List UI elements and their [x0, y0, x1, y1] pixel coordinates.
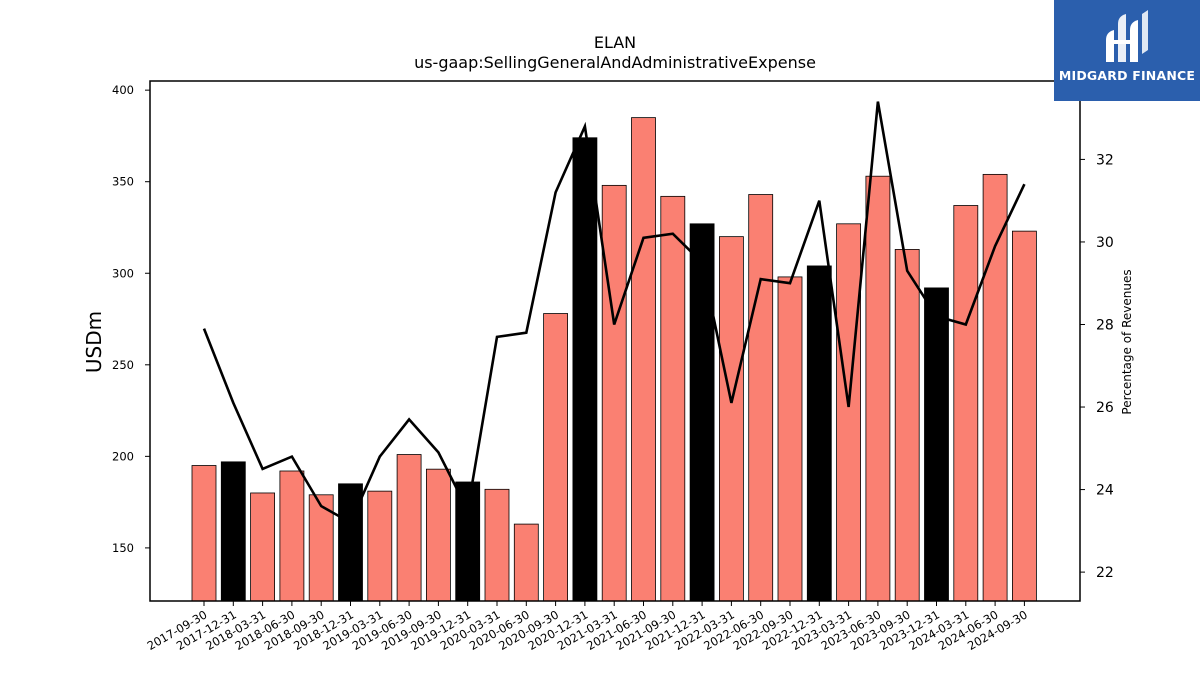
bar [279, 470, 305, 602]
bar [894, 249, 920, 602]
bar [836, 223, 861, 602]
bar [953, 205, 979, 602]
bar [250, 492, 276, 602]
y-tick-label: 200 [112, 449, 134, 463]
bar [660, 195, 686, 602]
bar [220, 461, 246, 602]
bar [455, 481, 481, 602]
y-tick-label: 300 [112, 266, 134, 280]
y-tick-label: 350 [112, 175, 134, 189]
y2-tick-label: 22 [1096, 565, 1114, 581]
bar [191, 465, 217, 602]
y-tick-label: 150 [112, 541, 134, 555]
bar [308, 494, 334, 602]
bar [806, 265, 832, 602]
bar [543, 313, 568, 602]
bar [367, 490, 393, 602]
chart-title: ELAN [594, 33, 636, 52]
y2-tick-label: 26 [1096, 400, 1114, 416]
y2-tick-label: 32 [1096, 152, 1114, 168]
y2-axis-label: Percentage of Revenues [1120, 269, 1134, 414]
bar [865, 175, 891, 602]
bar [601, 184, 627, 602]
x-axis-ticks: 2017-09-302017-12-312018-03-312018-06-30… [145, 601, 1030, 653]
y-axis-label: USDm [82, 311, 106, 373]
y-tick-label: 250 [112, 358, 134, 372]
y2-tick-label: 30 [1096, 235, 1114, 251]
bar [719, 236, 744, 602]
bar [777, 276, 803, 602]
line-series [202, 101, 1026, 525]
bar [924, 287, 949, 602]
y2-axis-ticks: 22 24 26 28 30 32 [1080, 152, 1114, 581]
midgard-logo-icon [1106, 10, 1148, 62]
bar [484, 488, 510, 602]
plot-frame [149, 80, 1081, 602]
brand-logo: MIDGARD FINANCE [1054, 0, 1200, 101]
bar [689, 223, 715, 602]
brand-name: MIDGARD FINANCE [1058, 68, 1196, 83]
y-tick-label: 400 [112, 83, 134, 97]
bar [631, 117, 656, 602]
chart-subtitle: us-gaap:SellingGeneralAndAdministrativeE… [414, 53, 816, 72]
y2-tick-label: 24 [1096, 483, 1114, 499]
bar [982, 173, 1008, 602]
percentage-line [202, 101, 1026, 525]
bar [1012, 230, 1037, 602]
bar [513, 523, 539, 602]
bar [425, 468, 451, 602]
bar [396, 454, 422, 602]
y2-tick-label: 28 [1096, 317, 1114, 333]
bar [748, 194, 774, 602]
bar-series [191, 117, 1037, 602]
y-axis-ticks: 150 200 250 300 350 400 [112, 83, 150, 555]
bar [572, 137, 598, 602]
